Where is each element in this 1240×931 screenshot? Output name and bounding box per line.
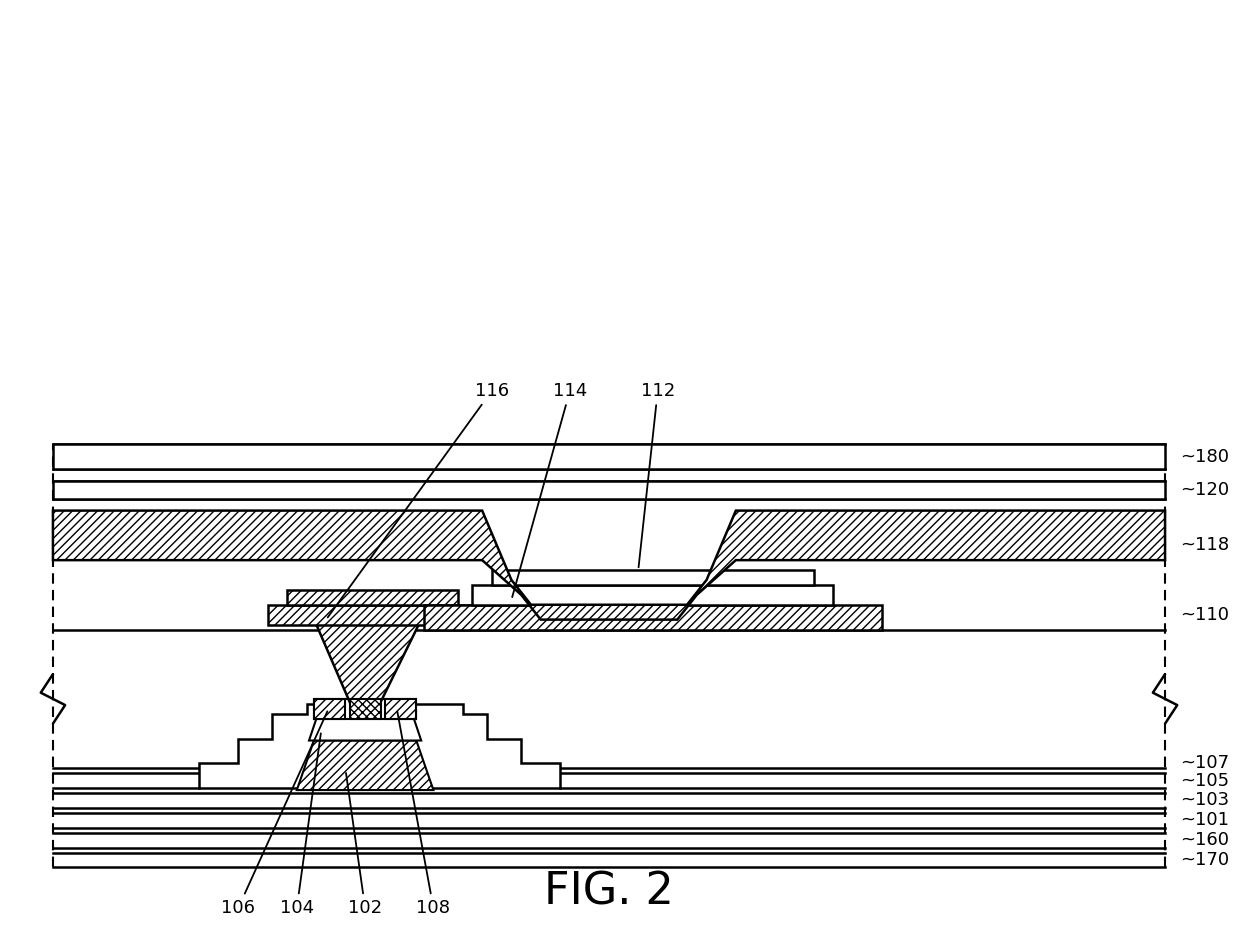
Text: ~103: ~103 [1179, 791, 1229, 809]
Text: ~101: ~101 [1179, 811, 1229, 830]
Polygon shape [53, 444, 1166, 469]
Text: 112: 112 [639, 382, 675, 567]
Polygon shape [472, 585, 833, 605]
Text: ~105: ~105 [1179, 772, 1229, 789]
Text: ~110: ~110 [1179, 606, 1229, 624]
Polygon shape [296, 740, 434, 790]
Polygon shape [53, 480, 1166, 499]
Text: 102: 102 [346, 773, 382, 917]
Text: ~118: ~118 [1179, 536, 1229, 554]
Text: 106: 106 [221, 711, 327, 917]
Polygon shape [309, 719, 422, 740]
Text: FIG. 2: FIG. 2 [544, 870, 673, 913]
Polygon shape [316, 625, 419, 704]
Text: ~180: ~180 [1179, 448, 1229, 466]
Text: 114: 114 [512, 382, 587, 597]
Polygon shape [424, 605, 882, 629]
Text: ~120: ~120 [1179, 480, 1229, 499]
Polygon shape [53, 510, 1166, 620]
Text: ~160: ~160 [1179, 831, 1229, 849]
Polygon shape [288, 590, 458, 605]
Text: 104: 104 [280, 734, 321, 917]
Text: 116: 116 [327, 382, 508, 617]
Polygon shape [314, 699, 417, 719]
Text: ~170: ~170 [1179, 851, 1229, 869]
Text: 108: 108 [397, 711, 450, 917]
Polygon shape [314, 699, 345, 719]
Polygon shape [350, 699, 381, 719]
Polygon shape [200, 704, 560, 788]
Text: ~107: ~107 [1179, 754, 1229, 773]
Polygon shape [492, 570, 813, 585]
Polygon shape [386, 699, 417, 719]
Polygon shape [268, 605, 575, 625]
